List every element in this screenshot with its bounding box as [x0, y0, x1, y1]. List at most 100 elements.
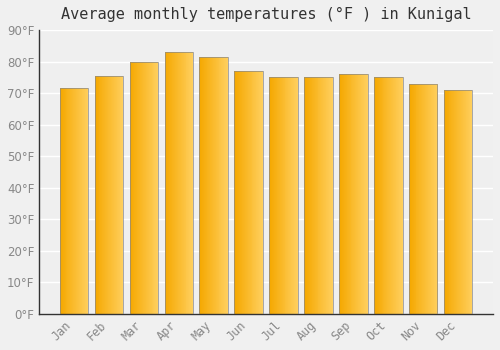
- Bar: [112, 76, 113, 314]
- Bar: [79, 89, 80, 314]
- Bar: [343, 74, 344, 314]
- Bar: [310, 77, 311, 314]
- Bar: [184, 52, 186, 314]
- Bar: [465, 90, 466, 314]
- Bar: [150, 62, 152, 314]
- Bar: [307, 77, 308, 314]
- Bar: [166, 52, 168, 314]
- Bar: [294, 77, 295, 314]
- Bar: [152, 62, 154, 314]
- Bar: [227, 57, 228, 314]
- Bar: [374, 77, 402, 314]
- Bar: [84, 89, 86, 314]
- Bar: [244, 71, 245, 314]
- Bar: [427, 84, 428, 314]
- Bar: [80, 89, 81, 314]
- Bar: [377, 77, 378, 314]
- Bar: [293, 77, 294, 314]
- Bar: [464, 90, 465, 314]
- Bar: [348, 74, 350, 314]
- Bar: [142, 62, 143, 314]
- Bar: [378, 77, 380, 314]
- Bar: [72, 89, 73, 314]
- Bar: [344, 74, 345, 314]
- Bar: [120, 76, 122, 314]
- Bar: [418, 84, 420, 314]
- Bar: [446, 90, 448, 314]
- Bar: [410, 84, 411, 314]
- Bar: [466, 90, 468, 314]
- Bar: [220, 57, 222, 314]
- Bar: [380, 77, 382, 314]
- Bar: [170, 52, 171, 314]
- Bar: [392, 77, 393, 314]
- Bar: [200, 57, 202, 314]
- Bar: [272, 77, 273, 314]
- Bar: [180, 52, 181, 314]
- Bar: [430, 84, 431, 314]
- Bar: [320, 77, 322, 314]
- Bar: [214, 57, 216, 314]
- Bar: [423, 84, 424, 314]
- Bar: [118, 76, 120, 314]
- Bar: [398, 77, 399, 314]
- Bar: [246, 71, 248, 314]
- Bar: [322, 77, 324, 314]
- Bar: [362, 74, 363, 314]
- Bar: [352, 74, 354, 314]
- Bar: [213, 57, 214, 314]
- Bar: [304, 77, 333, 314]
- Bar: [324, 77, 325, 314]
- Bar: [269, 77, 298, 314]
- Bar: [425, 84, 426, 314]
- Bar: [192, 52, 193, 314]
- Bar: [78, 89, 79, 314]
- Bar: [105, 76, 106, 314]
- Bar: [384, 77, 386, 314]
- Bar: [328, 77, 329, 314]
- Bar: [70, 89, 72, 314]
- Bar: [468, 90, 469, 314]
- Bar: [107, 76, 108, 314]
- Bar: [261, 71, 262, 314]
- Bar: [424, 84, 425, 314]
- Bar: [94, 76, 96, 314]
- Bar: [240, 71, 241, 314]
- Bar: [462, 90, 463, 314]
- Bar: [245, 71, 246, 314]
- Bar: [256, 71, 258, 314]
- Bar: [434, 84, 436, 314]
- Bar: [295, 77, 296, 314]
- Bar: [399, 77, 400, 314]
- Bar: [277, 77, 278, 314]
- Bar: [147, 62, 148, 314]
- Bar: [132, 62, 134, 314]
- Bar: [130, 62, 132, 314]
- Bar: [429, 84, 430, 314]
- Bar: [259, 71, 260, 314]
- Bar: [109, 76, 110, 314]
- Bar: [275, 77, 276, 314]
- Bar: [280, 77, 281, 314]
- Bar: [224, 57, 225, 314]
- Bar: [346, 74, 348, 314]
- Bar: [428, 84, 429, 314]
- Bar: [452, 90, 454, 314]
- Bar: [332, 77, 333, 314]
- Bar: [323, 77, 324, 314]
- Bar: [209, 57, 210, 314]
- Bar: [318, 77, 320, 314]
- Bar: [176, 52, 177, 314]
- Bar: [394, 77, 395, 314]
- Bar: [397, 77, 398, 314]
- Bar: [190, 52, 192, 314]
- Bar: [395, 77, 396, 314]
- Bar: [208, 57, 209, 314]
- Bar: [326, 77, 327, 314]
- Bar: [216, 57, 218, 314]
- Bar: [316, 77, 318, 314]
- Bar: [393, 77, 394, 314]
- Bar: [182, 52, 184, 314]
- Bar: [145, 62, 146, 314]
- Bar: [148, 62, 150, 314]
